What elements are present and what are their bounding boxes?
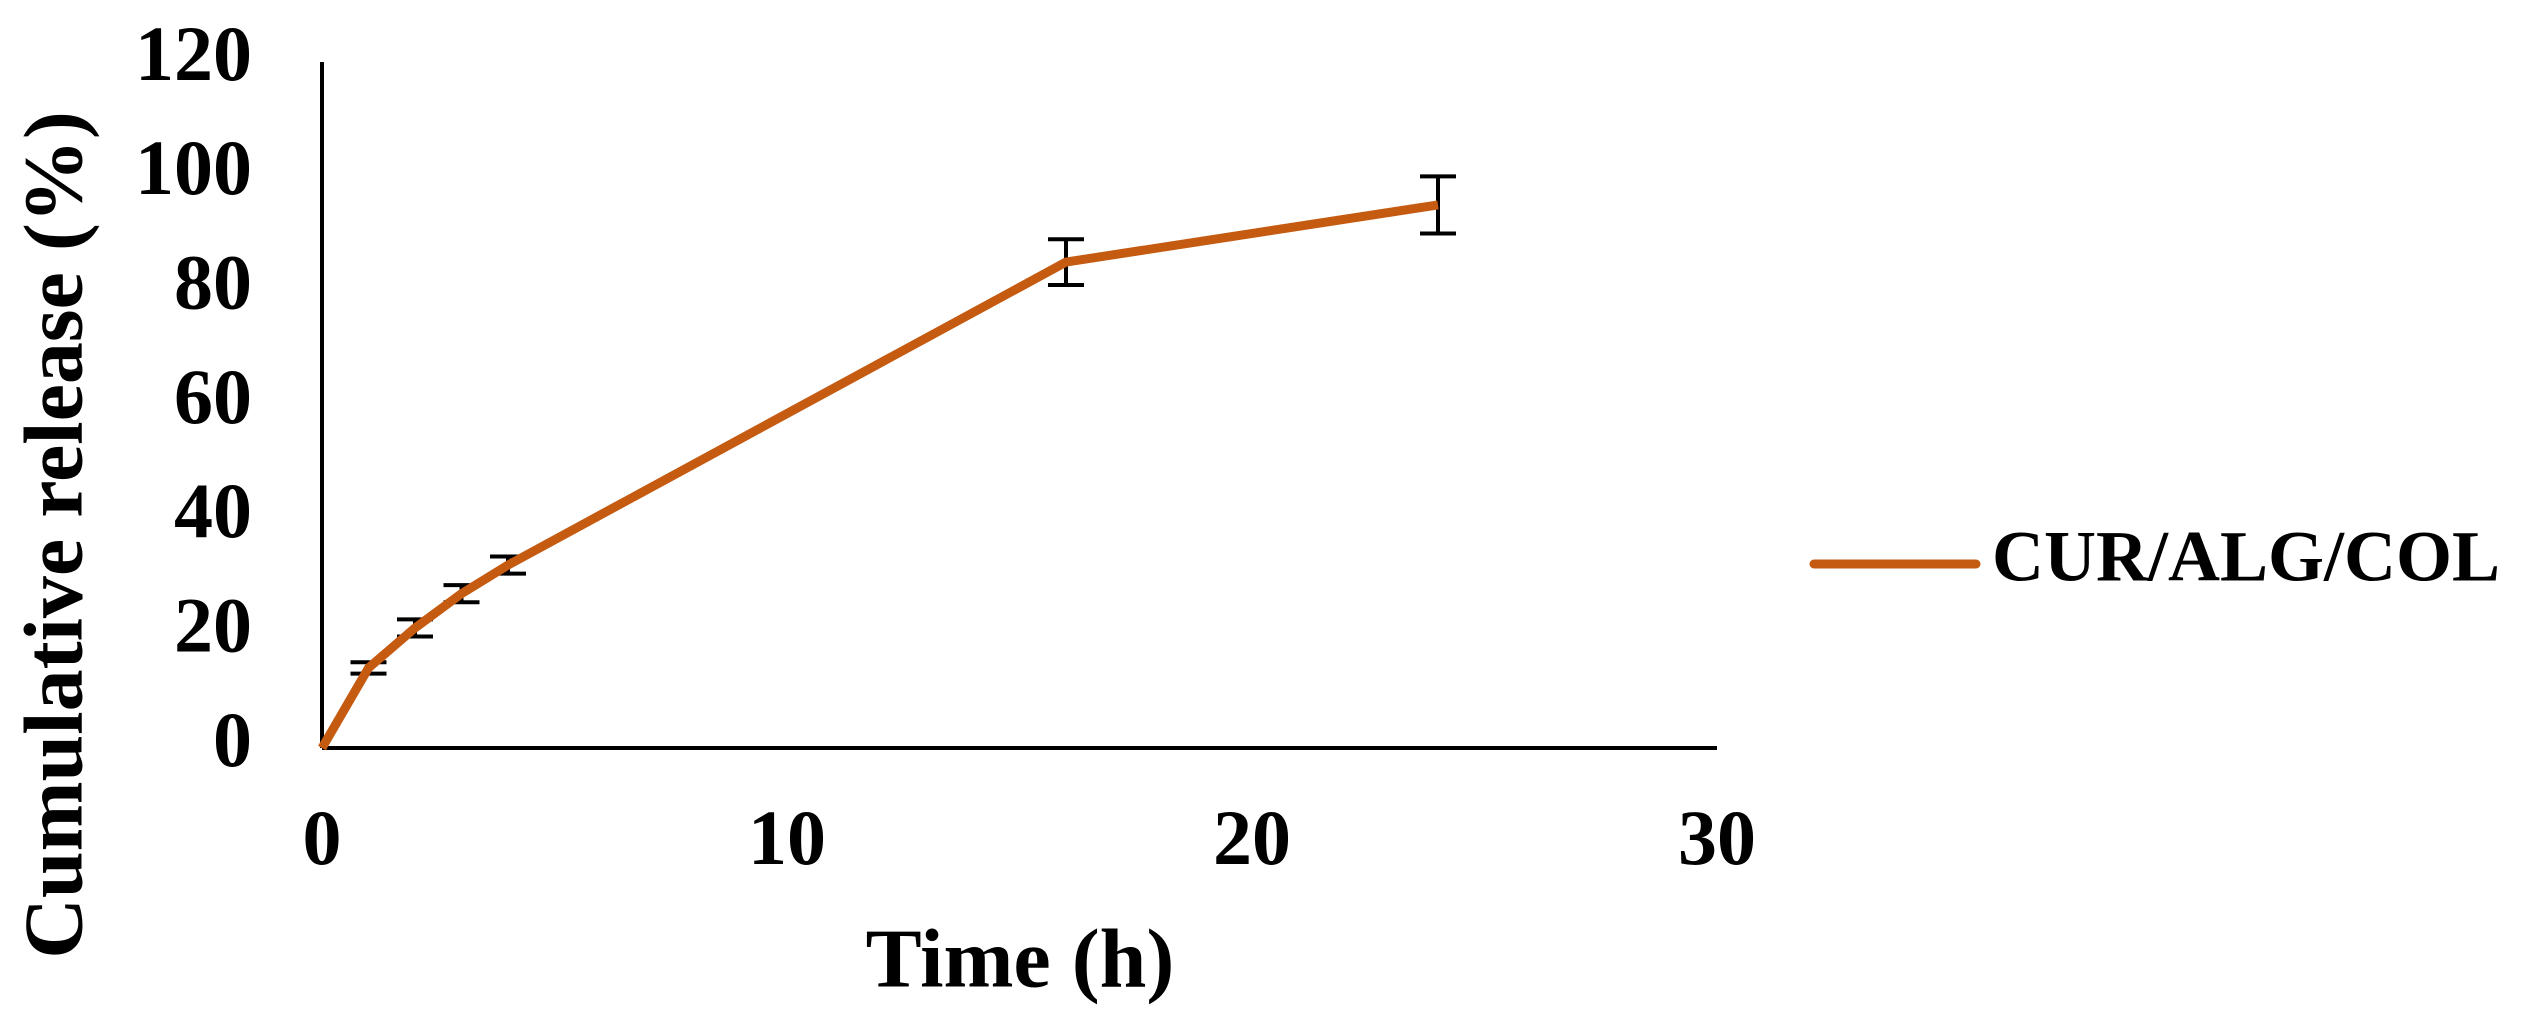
x-tick-label: 0 — [303, 794, 342, 881]
y-tick-label: 60 — [174, 353, 252, 440]
y-axis-title: Cumulative release (%) — [7, 111, 100, 959]
x-tick-label: 20 — [1213, 794, 1291, 881]
error-bar — [1420, 174, 1456, 236]
x-axis-title: Time (h) — [866, 912, 1175, 1005]
line — [318, 200, 1439, 751]
legend-label: CUR/ALG/COL — [1992, 517, 2500, 597]
y-tick-label: 120 — [135, 10, 252, 97]
y-tick-label: 40 — [174, 467, 252, 554]
x-tick-label: 30 — [1678, 794, 1756, 881]
x-tick-label: 10 — [748, 794, 826, 881]
y-tick-label: 80 — [174, 239, 252, 326]
y-tick-label: 100 — [135, 124, 252, 211]
y-tick-label: 20 — [174, 582, 252, 669]
y-tick-label: 0 — [213, 696, 252, 783]
